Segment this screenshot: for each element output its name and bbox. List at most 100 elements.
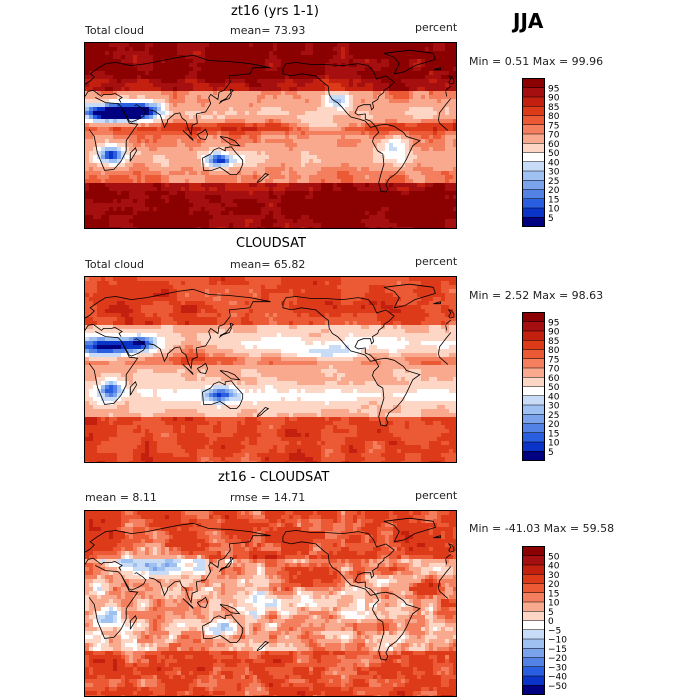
map-cell [125, 191, 130, 196]
map-cell [441, 167, 446, 172]
map-cell [153, 219, 158, 224]
map-cell [365, 43, 370, 48]
map-cell [413, 131, 418, 136]
map-cell [305, 115, 310, 120]
map-cell [265, 159, 270, 164]
map-cell [337, 59, 342, 64]
map-cell [357, 203, 362, 208]
map-cell [105, 151, 110, 156]
map-cell [361, 187, 366, 192]
map-cell [129, 55, 134, 60]
map-cell [373, 211, 378, 216]
map-cell [229, 215, 234, 220]
map-cell [101, 71, 106, 76]
map-cell [117, 211, 122, 216]
map-cell [113, 195, 118, 200]
map-cell [413, 91, 418, 96]
map-cell [333, 135, 338, 140]
map-cell [289, 293, 294, 298]
map-cell [445, 123, 450, 128]
map-cell [181, 215, 186, 220]
map-cell [301, 223, 306, 228]
map-cell [105, 143, 110, 148]
map-cell [245, 95, 250, 100]
map-cell [413, 51, 418, 56]
map-cell [297, 87, 302, 92]
map-cell [417, 191, 422, 196]
map-cell [289, 183, 294, 188]
map-cell [97, 207, 102, 212]
map-cell [365, 207, 370, 212]
map-cell [173, 47, 178, 52]
map-cell [141, 211, 146, 216]
map-cell [197, 67, 202, 72]
map-cell [177, 63, 182, 68]
map-cell [265, 103, 270, 108]
map-cell [273, 87, 278, 92]
map-cell [381, 119, 386, 124]
map-cell [189, 95, 194, 100]
map-cell [325, 111, 330, 116]
map-cell [421, 63, 426, 68]
map-cell [369, 187, 374, 192]
map-cell [385, 219, 390, 224]
map-cell [213, 131, 218, 136]
map-cell [225, 151, 230, 156]
map-cell [253, 199, 258, 204]
map-cell [241, 115, 246, 120]
map-cell [265, 131, 270, 136]
map-cell [225, 175, 230, 180]
map-cell [325, 151, 330, 156]
map-cell [377, 55, 382, 60]
map-cell [385, 187, 390, 192]
map-cell [421, 147, 426, 152]
map-cell [269, 285, 274, 290]
map-cell [137, 139, 142, 144]
map-cell [277, 297, 282, 302]
map-cell [93, 43, 98, 48]
map-cell [89, 119, 94, 124]
map-cell [129, 195, 134, 200]
map-cell [221, 211, 226, 216]
map-cell [145, 199, 150, 204]
map-cell [289, 71, 294, 76]
map-cell [177, 155, 182, 160]
map-cell [449, 99, 454, 104]
map-cell [105, 199, 110, 204]
map-cell [305, 79, 310, 84]
colorbar-tick-label: 20 [548, 186, 560, 196]
map-cell [389, 127, 394, 132]
map-cell [249, 127, 254, 132]
map-cell [165, 297, 170, 302]
map-cell [337, 155, 342, 160]
map-cell [381, 67, 386, 72]
map-cell [269, 297, 274, 302]
map-cell [249, 51, 254, 56]
map-cell [285, 143, 290, 148]
map-cell [313, 95, 318, 100]
map-cell [217, 277, 222, 282]
map-cell [229, 79, 234, 84]
map-cell [169, 87, 174, 92]
map-cell [117, 139, 122, 144]
map-cell [173, 79, 178, 84]
map-cell [105, 227, 110, 228]
map-cell [365, 195, 370, 200]
map-cell [377, 67, 382, 72]
map-cell [165, 111, 170, 116]
map-cell [125, 51, 130, 56]
map-cell [389, 203, 394, 208]
map-cell [441, 51, 446, 56]
map-cell [193, 63, 198, 68]
map-cell [237, 289, 242, 294]
map-cell [353, 277, 358, 282]
map-cell [445, 83, 450, 88]
map-cell [221, 43, 226, 48]
map-cell [309, 55, 314, 60]
map-cell [109, 127, 114, 132]
map-cell [173, 135, 178, 140]
map-cell [333, 119, 338, 124]
map-cell [393, 285, 398, 290]
map-cell [445, 71, 450, 76]
map-cell [329, 103, 334, 108]
